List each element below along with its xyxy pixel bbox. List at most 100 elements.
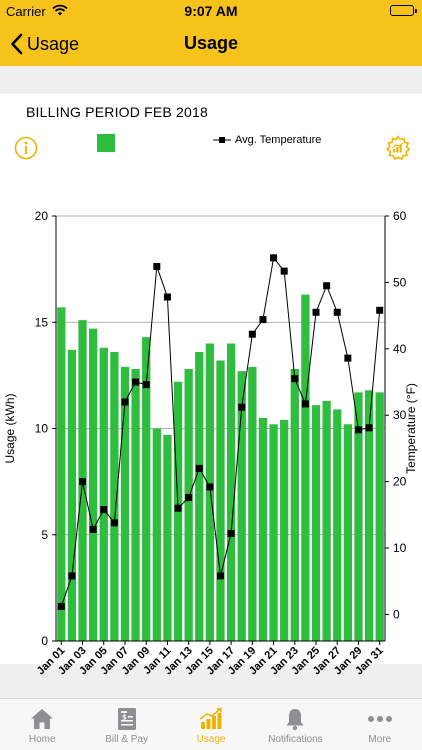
temperature-point <box>206 483 214 491</box>
usage-bar <box>258 417 268 641</box>
usage-bar <box>216 360 225 641</box>
temperature-point <box>89 525 97 533</box>
usage-bar <box>301 294 310 641</box>
info-button[interactable] <box>14 136 38 165</box>
temperature-point <box>121 398 129 406</box>
usage-bar <box>375 392 384 641</box>
usage-bar <box>226 343 236 641</box>
usage-bar <box>184 369 193 641</box>
tab-notifications-label: Notifications <box>268 734 323 745</box>
usage-bar <box>67 349 77 641</box>
y-tick-label: 5 <box>41 528 48 542</box>
usage-bar <box>311 405 321 641</box>
chart-settings-button[interactable] <box>384 134 412 167</box>
usage-chart-icon <box>199 707 222 729</box>
bell-icon <box>286 709 304 731</box>
temperature-point <box>132 378 140 386</box>
y-tick-label: 0 <box>41 634 48 648</box>
temperature-point <box>79 478 87 486</box>
usage-chart: 0 5 10 15 20 0 10 20 30 40 50 60 Usage (kWh) Temperat… <box>3 209 418 677</box>
y-tick-label: 15 <box>35 315 49 329</box>
temperature-point <box>354 426 362 434</box>
usage-bar <box>120 366 130 641</box>
temperature-point <box>100 506 108 514</box>
back-button-label: Usage <box>27 33 80 54</box>
y-right-tick-label: 30 <box>393 408 407 422</box>
temperature-point <box>68 572 76 580</box>
temperature-point <box>376 306 384 314</box>
y-tick-label: 10 <box>35 422 49 436</box>
tab-usage-label: Usage <box>196 734 226 745</box>
usage-bar <box>163 434 172 641</box>
tab-home[interactable]: Home <box>0 699 84 750</box>
usage-bar <box>269 424 278 641</box>
more-icon <box>367 716 392 722</box>
temperature-point <box>248 330 256 338</box>
tab-more[interactable]: More <box>338 699 422 750</box>
usage-bar <box>280 420 289 641</box>
tab-bar: Home $ Bill & Pay Usage Notifications <box>0 698 422 750</box>
usage-bar <box>131 369 140 641</box>
tab-more-label: More <box>368 734 392 745</box>
usage-bar <box>195 352 204 641</box>
carrier-label: Carrier <box>6 4 46 19</box>
usage-bar <box>248 366 257 641</box>
info-icon <box>14 136 38 160</box>
y-tick-label: 20 <box>35 209 49 223</box>
y-right-tick-label: 60 <box>393 209 407 223</box>
usage-bar <box>57 307 66 641</box>
temperature-point <box>291 375 299 383</box>
usage-bar <box>152 428 161 641</box>
usage-bar <box>343 424 352 641</box>
temperature-point <box>301 400 309 408</box>
temperature-point <box>185 494 193 502</box>
legend-temperature: Avg. Temperature <box>213 134 321 146</box>
temperature-point <box>217 572 224 580</box>
temperature-point <box>163 293 171 301</box>
y-right-tick-label: 40 <box>393 342 407 356</box>
usage-card: BILLING PERIOD FEB 2018 Avg. Temperature <box>0 94 422 677</box>
tab-notifications[interactable]: Notifications <box>253 699 337 750</box>
temperature-point <box>195 464 203 472</box>
usage-bar <box>142 337 151 641</box>
wifi-icon <box>52 4 68 19</box>
y-axis-label: Usage (kWh) <box>3 393 17 463</box>
temperature-point <box>312 308 320 316</box>
legend-usage <box>97 134 119 152</box>
legend-temperature-label: Avg. Temperature <box>235 134 322 146</box>
tab-usage[interactable]: Usage <box>169 699 253 750</box>
temperature-point <box>333 308 341 316</box>
temperature-point <box>174 504 182 512</box>
temperature-point <box>153 262 161 270</box>
y-right-tick-label: 0 <box>393 607 400 621</box>
bill-icon: $ <box>117 708 136 730</box>
temperature-point <box>270 254 278 262</box>
temperature-point <box>259 316 267 324</box>
y-right-tick-label: 10 <box>393 541 407 555</box>
chevron-left-icon <box>11 33 23 55</box>
billing-period-label: BILLING PERIOD FEB 2018 <box>26 104 209 120</box>
y-right-tick-label: 20 <box>393 475 407 489</box>
gear-chart-icon <box>385 134 411 161</box>
temperature-point <box>238 403 246 411</box>
usage-bar <box>333 409 342 641</box>
tab-home-label: Home <box>28 734 56 745</box>
y-right-tick-label: 50 <box>393 275 407 289</box>
tab-bill-pay[interactable]: $ Bill & Pay <box>84 699 168 750</box>
usage-bar <box>237 371 246 641</box>
temperature-point <box>323 282 331 290</box>
temperature-point <box>365 424 373 432</box>
usage-bar <box>89 328 98 641</box>
usage-bar <box>99 347 108 641</box>
temperature-point <box>142 381 150 389</box>
legend-temperature-marker <box>213 137 231 143</box>
status-time: 9:07 AM <box>184 3 238 19</box>
temperature-point <box>57 602 65 610</box>
back-button[interactable]: Usage <box>10 31 79 57</box>
legend-usage-swatch <box>97 134 115 152</box>
app-header: Carrier 9:07 AM Usage Usage <box>0 0 422 66</box>
home-icon <box>31 709 54 729</box>
usage-bar <box>110 352 119 641</box>
usage-bar <box>322 400 331 641</box>
usage-bar <box>354 392 363 641</box>
